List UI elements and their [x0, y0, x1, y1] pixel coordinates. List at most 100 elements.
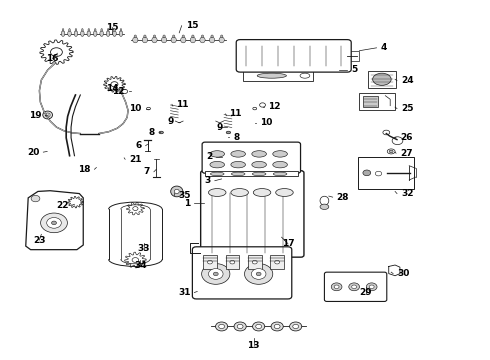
Ellipse shape [253, 189, 271, 197]
Ellipse shape [133, 37, 138, 43]
Ellipse shape [45, 113, 50, 117]
Text: 26: 26 [400, 133, 413, 142]
Ellipse shape [252, 151, 267, 157]
Text: 24: 24 [401, 76, 414, 85]
Ellipse shape [367, 283, 377, 291]
Ellipse shape [320, 204, 329, 210]
Ellipse shape [190, 37, 196, 43]
Ellipse shape [41, 213, 68, 233]
Ellipse shape [373, 73, 391, 85]
FancyBboxPatch shape [201, 171, 304, 257]
Text: 2: 2 [206, 152, 212, 161]
Bar [205, 171, 297, 176]
Ellipse shape [162, 37, 167, 43]
Text: 10: 10 [129, 104, 142, 113]
Text: 3: 3 [205, 176, 211, 185]
Ellipse shape [174, 189, 179, 194]
Bar [270, 255, 284, 269]
Text: 15: 15 [106, 23, 119, 32]
FancyBboxPatch shape [202, 142, 300, 173]
Text: 25: 25 [401, 104, 414, 113]
Ellipse shape [369, 285, 374, 289]
Ellipse shape [231, 161, 245, 168]
Text: 32: 32 [401, 189, 414, 198]
Ellipse shape [257, 73, 287, 78]
Ellipse shape [219, 324, 224, 329]
Ellipse shape [252, 172, 266, 176]
Ellipse shape [211, 35, 213, 38]
Ellipse shape [389, 150, 393, 153]
Ellipse shape [107, 28, 109, 31]
Ellipse shape [273, 151, 288, 157]
Ellipse shape [142, 37, 147, 43]
Text: 19: 19 [29, 111, 41, 120]
Ellipse shape [256, 324, 262, 329]
Ellipse shape [75, 28, 77, 31]
Text: 11: 11 [229, 109, 242, 118]
Bar [350, 50, 359, 61]
Ellipse shape [275, 260, 280, 264]
Text: 15: 15 [186, 21, 198, 30]
Ellipse shape [231, 151, 245, 157]
Text: 10: 10 [260, 118, 272, 127]
Ellipse shape [100, 31, 103, 36]
Ellipse shape [234, 322, 246, 331]
Ellipse shape [252, 260, 257, 264]
Ellipse shape [69, 28, 70, 31]
Bar [358, 157, 414, 189]
Polygon shape [26, 191, 83, 249]
Ellipse shape [80, 31, 84, 36]
Text: 8: 8 [233, 132, 240, 141]
Text: 28: 28 [337, 193, 349, 202]
Ellipse shape [172, 35, 175, 38]
Ellipse shape [293, 324, 298, 329]
Bar [243, 71, 313, 81]
Bar [368, 71, 396, 88]
Text: 30: 30 [397, 269, 409, 278]
Text: 18: 18 [78, 165, 91, 174]
Ellipse shape [147, 107, 150, 110]
Circle shape [50, 48, 62, 57]
Ellipse shape [216, 322, 228, 331]
Ellipse shape [192, 35, 194, 38]
Ellipse shape [273, 161, 288, 168]
Ellipse shape [271, 322, 283, 331]
Ellipse shape [181, 37, 186, 43]
Ellipse shape [95, 28, 96, 31]
Text: 12: 12 [269, 102, 281, 111]
Ellipse shape [208, 269, 223, 279]
Circle shape [132, 258, 139, 262]
Ellipse shape [68, 31, 71, 36]
Text: 7: 7 [144, 167, 150, 176]
Ellipse shape [113, 31, 116, 36]
Ellipse shape [43, 111, 52, 119]
Text: 27: 27 [400, 149, 413, 158]
Ellipse shape [349, 283, 360, 291]
Ellipse shape [163, 35, 165, 38]
Ellipse shape [231, 189, 248, 197]
Ellipse shape [101, 28, 102, 31]
Ellipse shape [153, 35, 156, 38]
Ellipse shape [252, 161, 267, 168]
FancyBboxPatch shape [236, 40, 351, 72]
FancyBboxPatch shape [324, 272, 387, 301]
Ellipse shape [334, 285, 339, 289]
Ellipse shape [134, 35, 137, 38]
Text: 6: 6 [135, 141, 142, 150]
Ellipse shape [62, 28, 64, 31]
FancyBboxPatch shape [193, 247, 292, 299]
Ellipse shape [226, 131, 231, 134]
Ellipse shape [276, 189, 293, 197]
Ellipse shape [352, 285, 357, 289]
Text: 13: 13 [247, 341, 260, 350]
Bar [225, 255, 239, 269]
Text: 5: 5 [351, 66, 358, 75]
Ellipse shape [300, 73, 310, 78]
Bar [203, 255, 217, 269]
Ellipse shape [87, 31, 91, 36]
Circle shape [111, 82, 118, 87]
Text: 17: 17 [282, 239, 294, 248]
Text: 22: 22 [56, 201, 69, 210]
Text: 12: 12 [112, 87, 124, 96]
Ellipse shape [81, 28, 83, 31]
